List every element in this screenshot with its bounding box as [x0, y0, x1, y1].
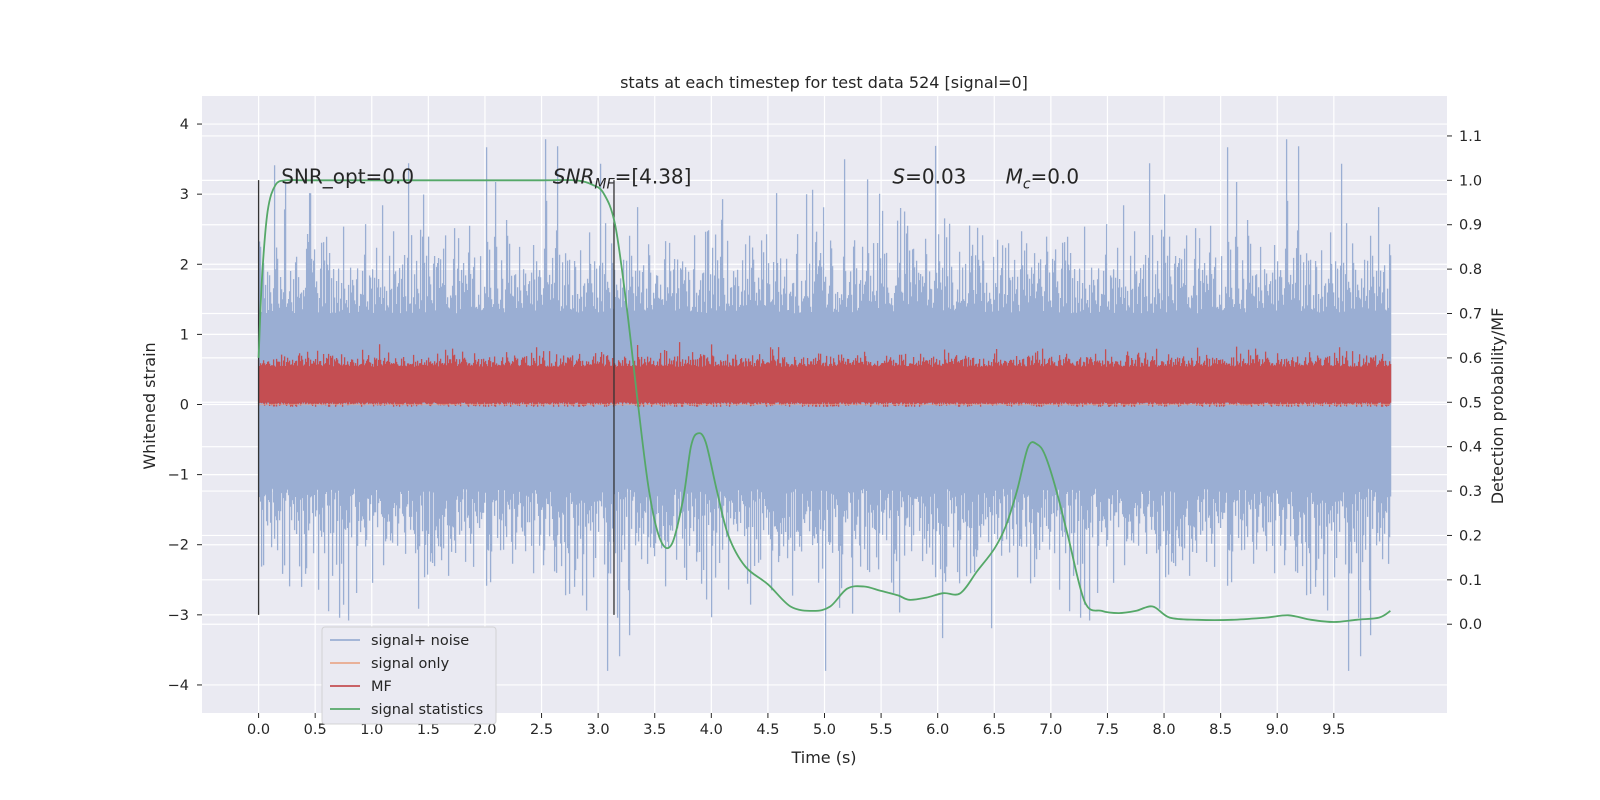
x-tick-label: 6.5 — [983, 722, 1006, 738]
legend: signal+ noise signal only MF signal stat… — [321, 626, 497, 725]
x-tick-label: 8.0 — [1153, 722, 1176, 738]
legend-box — [321, 626, 497, 725]
x-tick-label: 4.5 — [756, 722, 779, 738]
y-axis-label: Whitened strain — [140, 342, 159, 469]
x-tick-label: 8.5 — [1209, 722, 1232, 738]
x-tick-label: 0.5 — [304, 722, 327, 738]
y-tick-label: −3 — [168, 608, 189, 624]
y2-tick-label: 0.3 — [1459, 484, 1482, 500]
y-tick-label: 3 — [180, 187, 189, 203]
legend-label-signal-statistics: signal statistics — [371, 702, 483, 718]
y2-axis-label: Detection probability/MF — [1488, 308, 1507, 505]
axis-ticks: 0.0 0.5 1.0 1.5 2.0 2.5 3.0 3.5 4.0 4.5 5.0 5.5 6.0 6… — [168, 117, 1482, 738]
x-tick-label: 9.0 — [1266, 722, 1289, 738]
x-tick-label: 1.0 — [360, 722, 383, 738]
x-tick-label: 3.0 — [587, 722, 610, 738]
x-tick-label: 9.5 — [1322, 722, 1345, 738]
y2-tick-label: 1.0 — [1459, 173, 1482, 189]
y2-tick-label: 0.0 — [1459, 617, 1482, 633]
y2-tick-label: 0.6 — [1459, 351, 1482, 367]
y2-tick-label: 1.1 — [1459, 129, 1482, 145]
signal-statistics-line — [257, 179, 1391, 623]
y-tick-label: 0 — [180, 398, 189, 414]
annotation: Mc=0.0 — [1006, 164, 1080, 192]
x-tick-label: 2.5 — [530, 722, 553, 738]
y-tick-label: −1 — [168, 468, 189, 484]
y-tick-label: 4 — [180, 117, 189, 133]
legend-label-signal-noise: signal+ noise — [371, 633, 469, 649]
x-tick-label: 5.0 — [813, 722, 836, 738]
x-tick-label: 7.5 — [1096, 722, 1119, 738]
x-tick-label: 5.5 — [870, 722, 893, 738]
legend-label-signal-only: signal only — [371, 656, 450, 672]
y2-tick-label: 0.9 — [1459, 218, 1482, 234]
x-tick-label: 6.0 — [926, 722, 949, 738]
x-tick-label: 3.5 — [643, 722, 666, 738]
x-axis-label: Time (s) — [790, 748, 856, 767]
y-tick-label: −4 — [168, 678, 189, 694]
y-tick-label: −2 — [168, 538, 189, 554]
annotation: SNRMF=[4.38] — [553, 164, 692, 192]
x-tick-label: 0.0 — [247, 722, 270, 738]
y2-tick-label: 0.1 — [1459, 573, 1482, 589]
x-tick-label: 2.0 — [473, 722, 496, 738]
x-tick-label: 1.5 — [417, 722, 440, 738]
y-tick-label: 2 — [180, 257, 189, 273]
vertical-markers — [257, 180, 615, 615]
y-tick-label: 1 — [180, 327, 189, 343]
x-tick-label: 7.0 — [1039, 722, 1062, 738]
annotation: S=0.03 — [892, 164, 966, 188]
legend-label-mf: MF — [371, 679, 392, 695]
series-signal-statistics — [257, 179, 1391, 623]
x-tick-label: 4.0 — [700, 722, 723, 738]
y2-tick-label: 0.8 — [1459, 262, 1482, 278]
y2-tick-label: 0.7 — [1459, 307, 1482, 323]
chart-title: stats at each timestep for test data 524… — [620, 73, 1028, 92]
y2-tick-label: 0.5 — [1459, 395, 1482, 411]
annotations: SNR_opt=0.0 SNRMF=[4.38] S=0.03 Mc=0.0 — [281, 164, 1079, 192]
y2-tick-label: 0.4 — [1459, 440, 1482, 456]
annotation: SNR_opt=0.0 — [281, 164, 414, 188]
y2-tick-label: 0.2 — [1459, 528, 1482, 544]
